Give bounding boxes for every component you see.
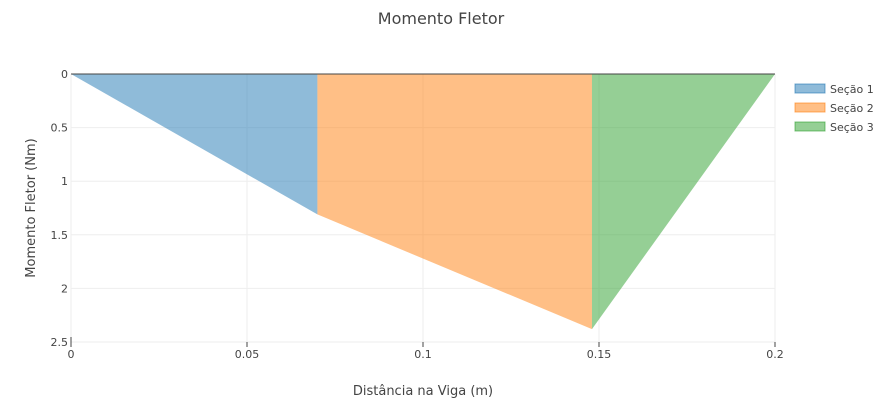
y-axis-ticks: 0 0.5 1 1.5 2 2.5 xyxy=(51,68,69,349)
x-tick-label: 0 xyxy=(68,348,75,361)
y-tick-label: 0 xyxy=(61,68,68,81)
legend-label: Seção 1 xyxy=(830,83,874,96)
x-tick-label: 0.05 xyxy=(235,348,260,361)
series-area-2[interactable] xyxy=(317,74,592,330)
legend[interactable]: Seção 1 Seção 2 Seção 3 xyxy=(794,83,874,134)
legend-item-2[interactable]: Seção 2 xyxy=(794,102,874,115)
series-areas xyxy=(71,74,775,330)
y-tick-label: 2.5 xyxy=(51,336,69,349)
x-axis-ticks: 0 0.05 0.1 0.15 0.2 xyxy=(68,337,784,361)
x-tick-label: 0.15 xyxy=(587,348,612,361)
x-axis-title: Distância na Viga (m) xyxy=(353,384,493,399)
legend-item-3[interactable]: Seção 3 xyxy=(794,121,874,134)
legend-label: Seção 2 xyxy=(830,102,874,115)
y-axis-title: Momento Fletor (Nm) xyxy=(24,138,39,277)
legend-swatch xyxy=(794,121,826,132)
series-area-3[interactable] xyxy=(591,74,775,330)
chart-title: Momento Fletor xyxy=(378,9,505,28)
y-tick-label: 0.5 xyxy=(51,122,69,135)
legend-swatch xyxy=(794,83,826,94)
y-tick-label: 1 xyxy=(61,175,68,188)
series-area-1[interactable] xyxy=(71,74,318,215)
legend-label: Seção 3 xyxy=(830,121,874,134)
y-tick-label: 2 xyxy=(61,282,68,295)
legend-item-1[interactable]: Seção 1 xyxy=(794,83,874,96)
x-tick-label: 0.1 xyxy=(414,348,432,361)
y-tick-label: 1.5 xyxy=(51,229,69,242)
legend-swatch xyxy=(794,102,826,113)
x-tick-label: 0.2 xyxy=(766,348,784,361)
